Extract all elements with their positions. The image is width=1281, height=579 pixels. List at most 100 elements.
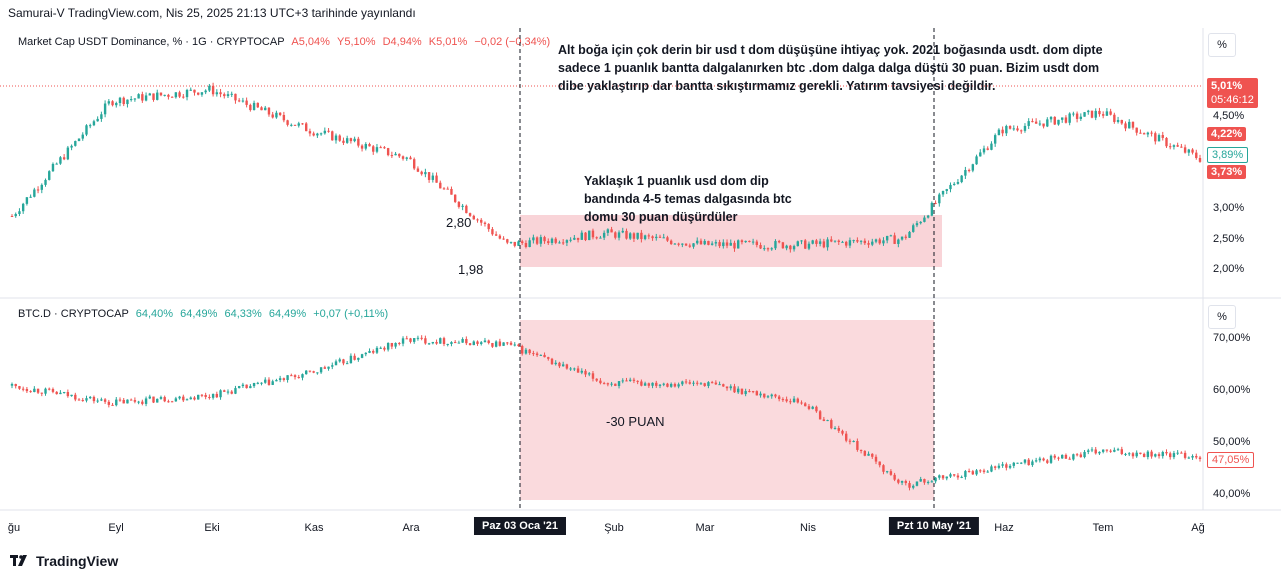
- candle-body: [312, 133, 315, 136]
- candle-body: [271, 114, 274, 118]
- candle-body: [1154, 454, 1157, 457]
- candle-body: [632, 379, 636, 381]
- candle-body: [491, 343, 494, 347]
- candle-body: [979, 470, 982, 472]
- candle-body: [394, 343, 397, 347]
- candle-body: [878, 461, 881, 466]
- candle-body: [215, 393, 219, 398]
- candle-body: [1180, 452, 1183, 454]
- candle-body: [561, 364, 565, 367]
- candle-body: [807, 243, 811, 249]
- candle-body: [744, 391, 747, 395]
- candle-body: [725, 242, 729, 246]
- candle-body: [141, 401, 144, 404]
- candle-body: [148, 396, 151, 399]
- candle-body: [837, 428, 840, 431]
- candle-body: [1109, 450, 1112, 452]
- candle-body: [893, 474, 896, 480]
- candle-body: [722, 384, 725, 387]
- candle-body: [137, 94, 140, 99]
- top-percent-toggle[interactable]: %: [1208, 33, 1236, 57]
- candle-body: [606, 383, 610, 385]
- candle-body: [882, 465, 885, 472]
- candle-body: [640, 232, 643, 240]
- candle-body: [550, 358, 554, 365]
- candle-body: [1020, 130, 1023, 132]
- top-y-tick: 4,50%: [1213, 110, 1245, 122]
- x-label: Mar: [695, 522, 715, 534]
- candle-body: [1090, 449, 1094, 451]
- candle-body: [580, 370, 583, 373]
- candle-body: [982, 470, 986, 472]
- candle-body: [625, 230, 628, 239]
- x-marker-label-may: Pzt 10 May '21: [888, 517, 980, 535]
- candle-body: [223, 390, 226, 392]
- candle-body: [1154, 133, 1157, 142]
- candle-body: [822, 419, 826, 421]
- candle-body: [636, 232, 639, 239]
- candle-body: [602, 383, 606, 385]
- candle-body: [226, 391, 230, 393]
- btc-drop-box[interactable]: [520, 320, 934, 500]
- candle-body: [103, 399, 107, 402]
- candle-body: [580, 232, 583, 240]
- candle-body: [364, 352, 367, 355]
- candle-body: [867, 453, 870, 456]
- candle-body: [789, 401, 792, 403]
- candle-body: [1087, 450, 1090, 452]
- candle-body: [494, 234, 498, 236]
- candle-body: [241, 100, 245, 102]
- candle-body: [912, 225, 915, 232]
- candle-body: [744, 240, 747, 243]
- candle-body: [993, 135, 997, 144]
- candle-body: [1046, 460, 1049, 463]
- candle-body: [1105, 111, 1109, 116]
- candle-body: [707, 382, 710, 386]
- candle-body: [48, 388, 51, 390]
- candle-body: [856, 240, 859, 242]
- candle-body: [621, 380, 624, 382]
- candle-body: [420, 171, 423, 175]
- candle-body: [904, 236, 907, 238]
- candle-body: [885, 471, 889, 473]
- candle-body: [766, 396, 770, 398]
- candle-body: [804, 403, 807, 407]
- candle-body: [1083, 112, 1086, 117]
- candle-body: [1176, 452, 1179, 454]
- candle-body: [640, 381, 643, 386]
- candle-body: [316, 133, 319, 136]
- candle-body: [528, 349, 531, 354]
- candle-body: [669, 383, 673, 387]
- candle-body: [900, 481, 904, 483]
- btcd-candles: [10, 335, 1202, 491]
- candle-body: [710, 243, 714, 245]
- candle-body: [610, 383, 613, 385]
- candle-body: [282, 378, 286, 380]
- x-label: Eki: [204, 522, 220, 534]
- candle-body: [751, 241, 755, 243]
- candle-body: [602, 232, 606, 238]
- candle-body: [197, 92, 200, 95]
- candle-body: [77, 138, 81, 142]
- candle-body: [148, 93, 151, 96]
- candle-body: [543, 237, 546, 242]
- candle-body: [1057, 119, 1060, 125]
- candle-body: [74, 394, 77, 400]
- candle-body: [863, 451, 867, 456]
- candle-body: [748, 240, 751, 242]
- candle-body: [509, 241, 513, 243]
- bottom-y-tick: 70,00%: [1213, 332, 1251, 344]
- candle-body: [811, 406, 814, 409]
- tradingview-logo[interactable]: TradingView: [10, 553, 118, 569]
- candle-body: [118, 399, 122, 401]
- bottom-percent-toggle[interactable]: %: [1208, 305, 1236, 329]
- candle-body: [55, 163, 58, 165]
- candle-body: [398, 153, 401, 157]
- candle-body: [1038, 458, 1042, 461]
- candle-body: [912, 485, 915, 488]
- candle-body: [699, 383, 703, 385]
- candle-body: [278, 378, 282, 381]
- candle-body: [1165, 452, 1168, 454]
- candle-body: [748, 391, 751, 393]
